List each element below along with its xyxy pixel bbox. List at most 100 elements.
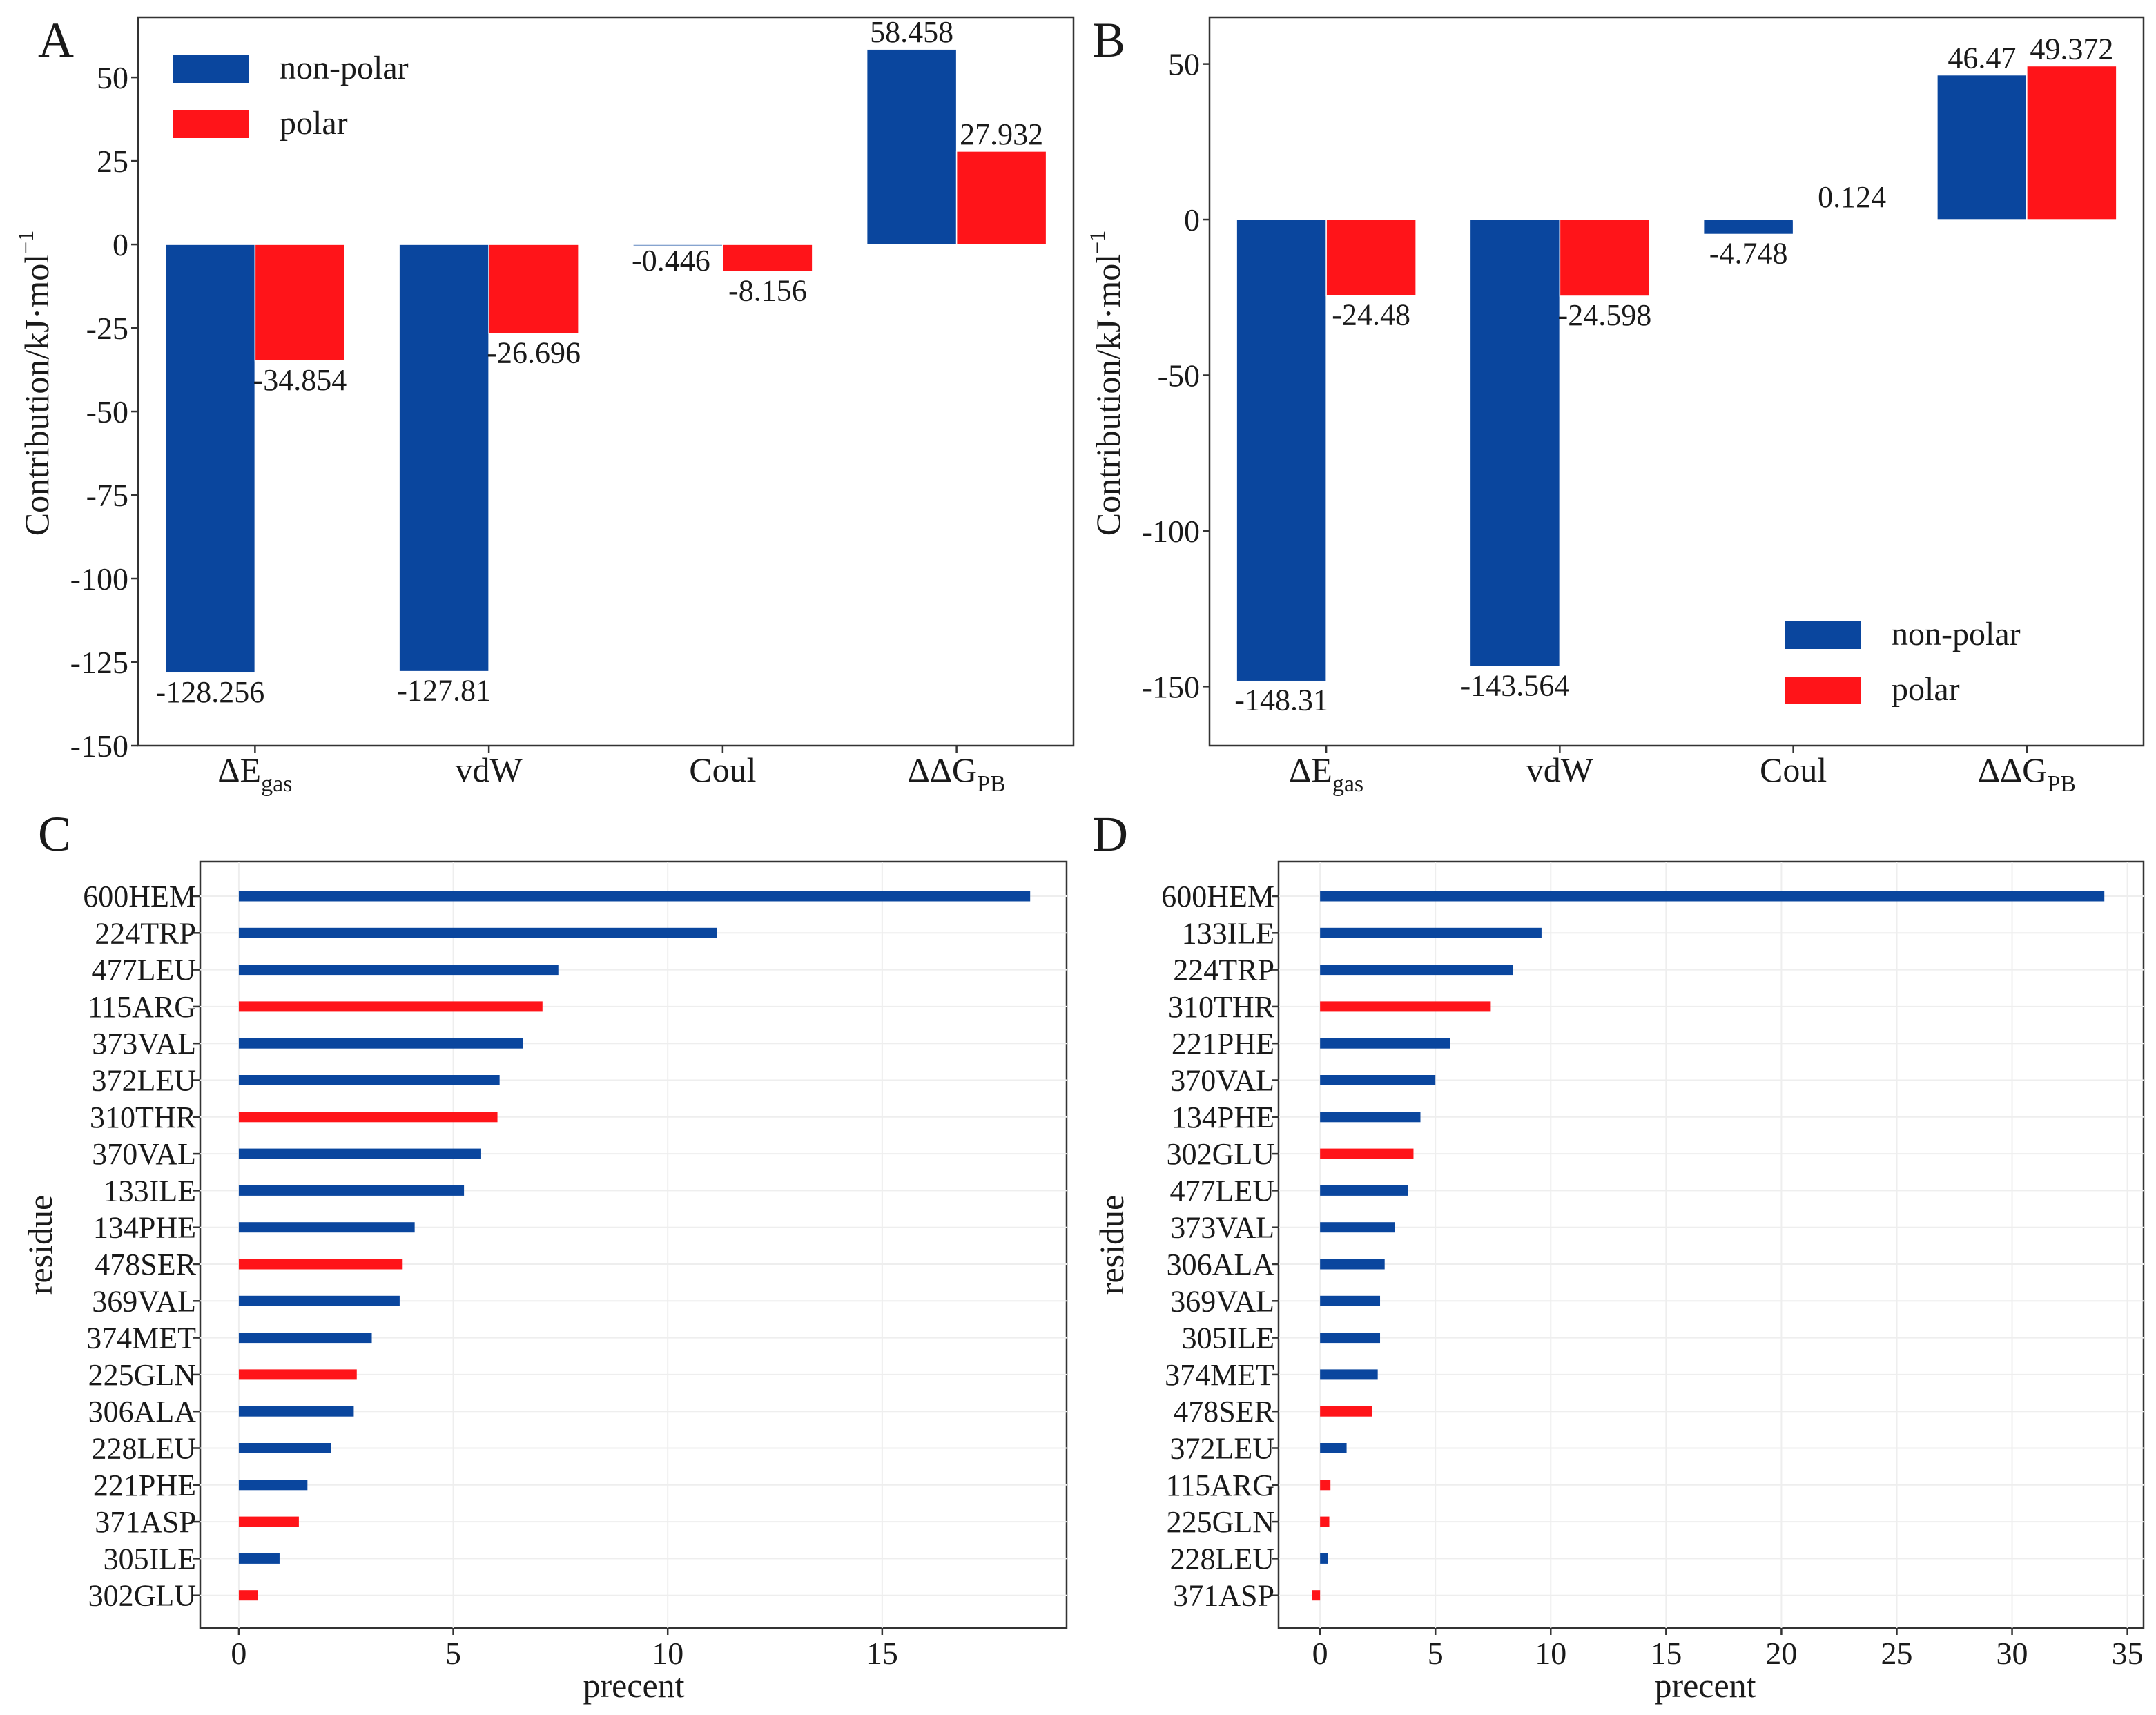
residue-bar-non-polar	[238, 1333, 372, 1344]
bar-non-polar	[866, 48, 958, 245]
legend-swatch-polar	[1785, 677, 1861, 704]
x-tick-label: 30	[1997, 1636, 2028, 1671]
residue-bar-non-polar	[1320, 1333, 1381, 1344]
residue-tick-label: 133ILE	[1182, 916, 1274, 950]
residue-bar-polar	[238, 1516, 299, 1527]
y-tick-label: 0	[113, 227, 128, 262]
residue-tick-label: 115ARG	[1166, 1469, 1274, 1502]
residue-bar-non-polar	[1320, 1259, 1385, 1270]
value-label: -143.564	[1461, 668, 1570, 702]
residue-tick-label: 600HEM	[83, 880, 196, 913]
residue-bar-non-polar	[238, 1406, 354, 1417]
residue-tick-label: 133ILE	[104, 1174, 196, 1208]
legend-swatch-non-polar	[173, 55, 249, 83]
y-tick-label: 50	[1168, 47, 1200, 82]
residue-bar-non-polar	[238, 1075, 500, 1085]
value-labels-a: -128.256 -34.854 -127.81 -26.696 -0.446 -8.15…	[156, 15, 1044, 709]
residue-bar-polar	[238, 1590, 258, 1601]
x-tick-label: 35	[2112, 1636, 2144, 1671]
category-main: Coul	[1760, 750, 1827, 789]
x-categories-a: ΔEgas vdW Coul ΔΔGPB	[217, 746, 1006, 797]
residue-tick-label: 221PHE	[93, 1469, 196, 1502]
legend-a: non-polar polar	[173, 50, 409, 142]
y-ticks-a: 50 25 0 -25 -50 -75 -100 -125 -150	[70, 60, 138, 764]
residue-tick-label: 225GLN	[1167, 1505, 1274, 1539]
residue-bar-polar	[1320, 1001, 1491, 1012]
residue-tick-label: 369VAL	[92, 1284, 196, 1318]
residue-bar-non-polar	[238, 891, 1031, 902]
legend-label: polar	[280, 105, 348, 142]
residue-bar-non-polar	[238, 1443, 331, 1453]
residue-bar-non-polar	[238, 1148, 481, 1159]
panel-label-d: D	[1092, 806, 1128, 862]
residue-tick-label: 370VAL	[1170, 1064, 1274, 1098]
category-subscript: gas	[1332, 771, 1363, 797]
residue-tick-label: 369VAL	[1170, 1284, 1274, 1318]
y-axis-title-c: residue	[21, 1195, 59, 1295]
bar-non-polar	[164, 244, 256, 674]
residue-bar-non-polar	[1320, 1038, 1450, 1049]
residue-tick-label: 302GLU	[88, 1579, 196, 1613]
residue-bar-non-polar	[1320, 1369, 1378, 1380]
residue-tick-label: 477LEU	[91, 953, 196, 987]
residue-bar-non-polar	[1320, 1112, 1421, 1123]
value-label: -148.31	[1234, 684, 1328, 717]
residue-bar-non-polar	[238, 1185, 465, 1196]
residue-tick-label: 310THR	[1168, 990, 1275, 1024]
value-label: 49.372	[2030, 32, 2113, 66]
residue-bar-non-polar	[1320, 1075, 1436, 1085]
residue-bar-polar	[1320, 1480, 1331, 1491]
residue-tick-label: 478SER	[1173, 1395, 1274, 1428]
residue-bar-non-polar	[238, 927, 717, 938]
plot-frame-a	[137, 16, 1075, 747]
y-tick-label: -125	[70, 645, 128, 680]
x-axis-title-d: precent	[1654, 1666, 1756, 1705]
x-axis-title-c: precent	[583, 1666, 684, 1705]
y-tick-label: 25	[97, 144, 128, 179]
value-label: -26.696	[487, 336, 581, 369]
y-tick-label: -50	[1158, 358, 1200, 393]
x-tick-label: 20	[1765, 1636, 1797, 1671]
residue-bar-non-polar	[238, 1553, 280, 1564]
legend-label: non-polar	[280, 50, 409, 86]
category-main: vdW	[456, 750, 523, 789]
panel-label-b: B	[1092, 12, 1125, 68]
y-axis-title-d: residue	[1092, 1195, 1131, 1295]
x-category-label: ΔΔGPB	[908, 750, 1006, 797]
value-label: -24.598	[1558, 298, 1652, 332]
bar-polar	[254, 244, 346, 362]
x-tick-label: 15	[1650, 1636, 1682, 1671]
x-category-label: Coul	[689, 750, 756, 789]
category-main: ΔE	[1289, 750, 1332, 789]
x-category-label: vdW	[1526, 750, 1594, 789]
residue-tick-label: 221PHE	[1172, 1027, 1274, 1060]
residue-tick-label: 372LEU	[91, 1064, 196, 1098]
x-category-label: vdW	[456, 750, 523, 789]
residue-tick-label: 302GLU	[1167, 1137, 1274, 1171]
bar-polar	[1792, 218, 1884, 222]
residue-tick-label: 371ASP	[1173, 1579, 1274, 1613]
value-label: -34.854	[253, 363, 347, 397]
value-label: -24.48	[1332, 298, 1410, 331]
residue-tick-label: 478SER	[95, 1248, 196, 1281]
residue-bar-non-polar	[1320, 1443, 1347, 1453]
legend-label: non-polar	[1892, 616, 2021, 652]
y-tick-label: -100	[70, 561, 128, 597]
x-ticks-d: 0 5 10 15 20 25 30 35	[1312, 1628, 2144, 1671]
residue-tick-label: 306ALA	[88, 1395, 197, 1428]
category-main: ΔΔG	[1978, 750, 2047, 789]
y-axis-title-a: Contribution/kJ·mol−1	[13, 231, 56, 536]
category-main: vdW	[1526, 750, 1594, 789]
category-subscript: gas	[261, 771, 292, 797]
x-tick-label: 5	[445, 1636, 461, 1671]
bar-non-polar	[1936, 74, 2028, 220]
residue-tick-label: 115ARG	[88, 990, 196, 1024]
residue-tick-label: 134PHE	[1172, 1101, 1274, 1134]
panel-a: A 50 25 0 -25 -50 -75 -100 -125 -150 -128.256 -34…	[13, 12, 1075, 797]
bar-polar	[2026, 65, 2117, 220]
x-tick-label: 0	[1312, 1636, 1328, 1671]
